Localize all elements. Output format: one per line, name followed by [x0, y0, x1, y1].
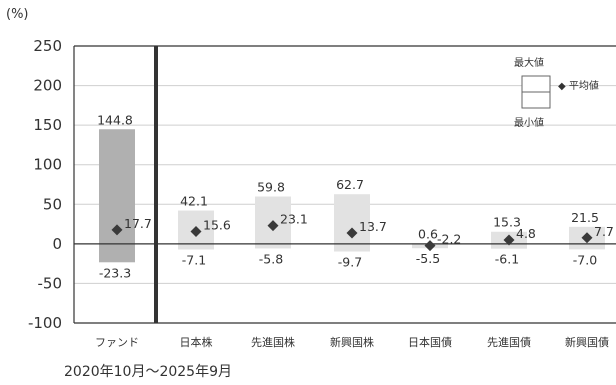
y-tick-label: -100 — [28, 314, 62, 332]
range-bar — [334, 194, 370, 252]
category-label: 日本株 — [180, 335, 213, 349]
range-bar — [99, 129, 135, 263]
average-marker — [267, 220, 279, 232]
category-label: ファンド — [95, 336, 139, 349]
y-tick-label: 100 — [33, 156, 62, 174]
category-label: 先進国債 — [487, 335, 531, 349]
legend-max-label: 最大値 — [514, 56, 544, 69]
category-label: 新興国株 — [330, 335, 374, 349]
average-value-label: -2.2 — [437, 232, 461, 247]
y-tick-label: 150 — [33, 116, 62, 134]
y-tick-labels: 250 200 150 100 50 0 -50 -100 — [28, 37, 62, 332]
min-value-label: -5.8 — [259, 251, 283, 266]
legend-box-upper — [521, 75, 551, 93]
unit-label: (%) — [6, 7, 29, 22]
average-value-label: 4.8 — [516, 226, 536, 241]
min-value-label: -23.3 — [99, 265, 131, 280]
max-value-label: 42.1 — [180, 194, 208, 209]
category-label: 先進国株 — [251, 335, 295, 349]
min-value-label: -5.5 — [416, 251, 440, 266]
max-value-label: 144.8 — [97, 112, 133, 127]
average-marker — [581, 232, 593, 244]
y-tick-label: 50 — [43, 195, 62, 213]
average-marker — [190, 226, 202, 238]
min-value-label: -6.1 — [495, 252, 519, 267]
max-value-label: 59.8 — [257, 180, 285, 195]
data-labels: 144.8 17.7 -23.3 42.1 15.6 -7.1 59.8 23.1 -5.8 62… — [97, 112, 614, 280]
max-value-label: 62.7 — [336, 177, 364, 192]
min-value-label: -7.0 — [573, 252, 597, 267]
range-bars — [99, 129, 605, 263]
y-tick-label: 200 — [33, 77, 62, 95]
max-value-label: 15.3 — [493, 215, 521, 230]
average-marker — [503, 234, 515, 246]
average-value-label: 23.1 — [280, 212, 308, 227]
average-marker — [111, 224, 123, 236]
average-marker — [424, 240, 436, 252]
period-label: 2020年10月～2025年9月 — [64, 364, 232, 380]
average-markers — [111, 220, 593, 252]
category-labels: ファンド 日本株 先進国株 新興国株 日本国債 先進国債 新興国債 — [95, 335, 609, 349]
max-value-label: 0.6 — [418, 226, 438, 241]
axes — [73, 45, 616, 324]
y-tick-label: 250 — [33, 37, 62, 55]
y-tick-label: -50 — [38, 274, 63, 292]
average-value-label: 15.6 — [203, 218, 231, 233]
legend-min-label: 最小値 — [514, 116, 544, 129]
average-value-label: 7.7 — [594, 224, 614, 239]
category-label: 日本国債 — [408, 335, 452, 349]
min-value-label: -7.1 — [182, 252, 206, 267]
legend-box-lower — [521, 91, 551, 109]
average-value-label: 13.7 — [359, 219, 387, 234]
min-value-label: -9.7 — [338, 255, 362, 270]
category-label: 新興国債 — [565, 335, 609, 349]
average-marker — [346, 227, 358, 239]
max-value-label: 21.5 — [571, 210, 599, 225]
legend-avg-label: ◆ 平均値 — [558, 79, 599, 92]
y-tick-label: 0 — [52, 235, 62, 253]
legend: 最大値 ◆ 平均値 最小値 — [514, 56, 599, 129]
average-value-label: 17.7 — [124, 216, 152, 231]
